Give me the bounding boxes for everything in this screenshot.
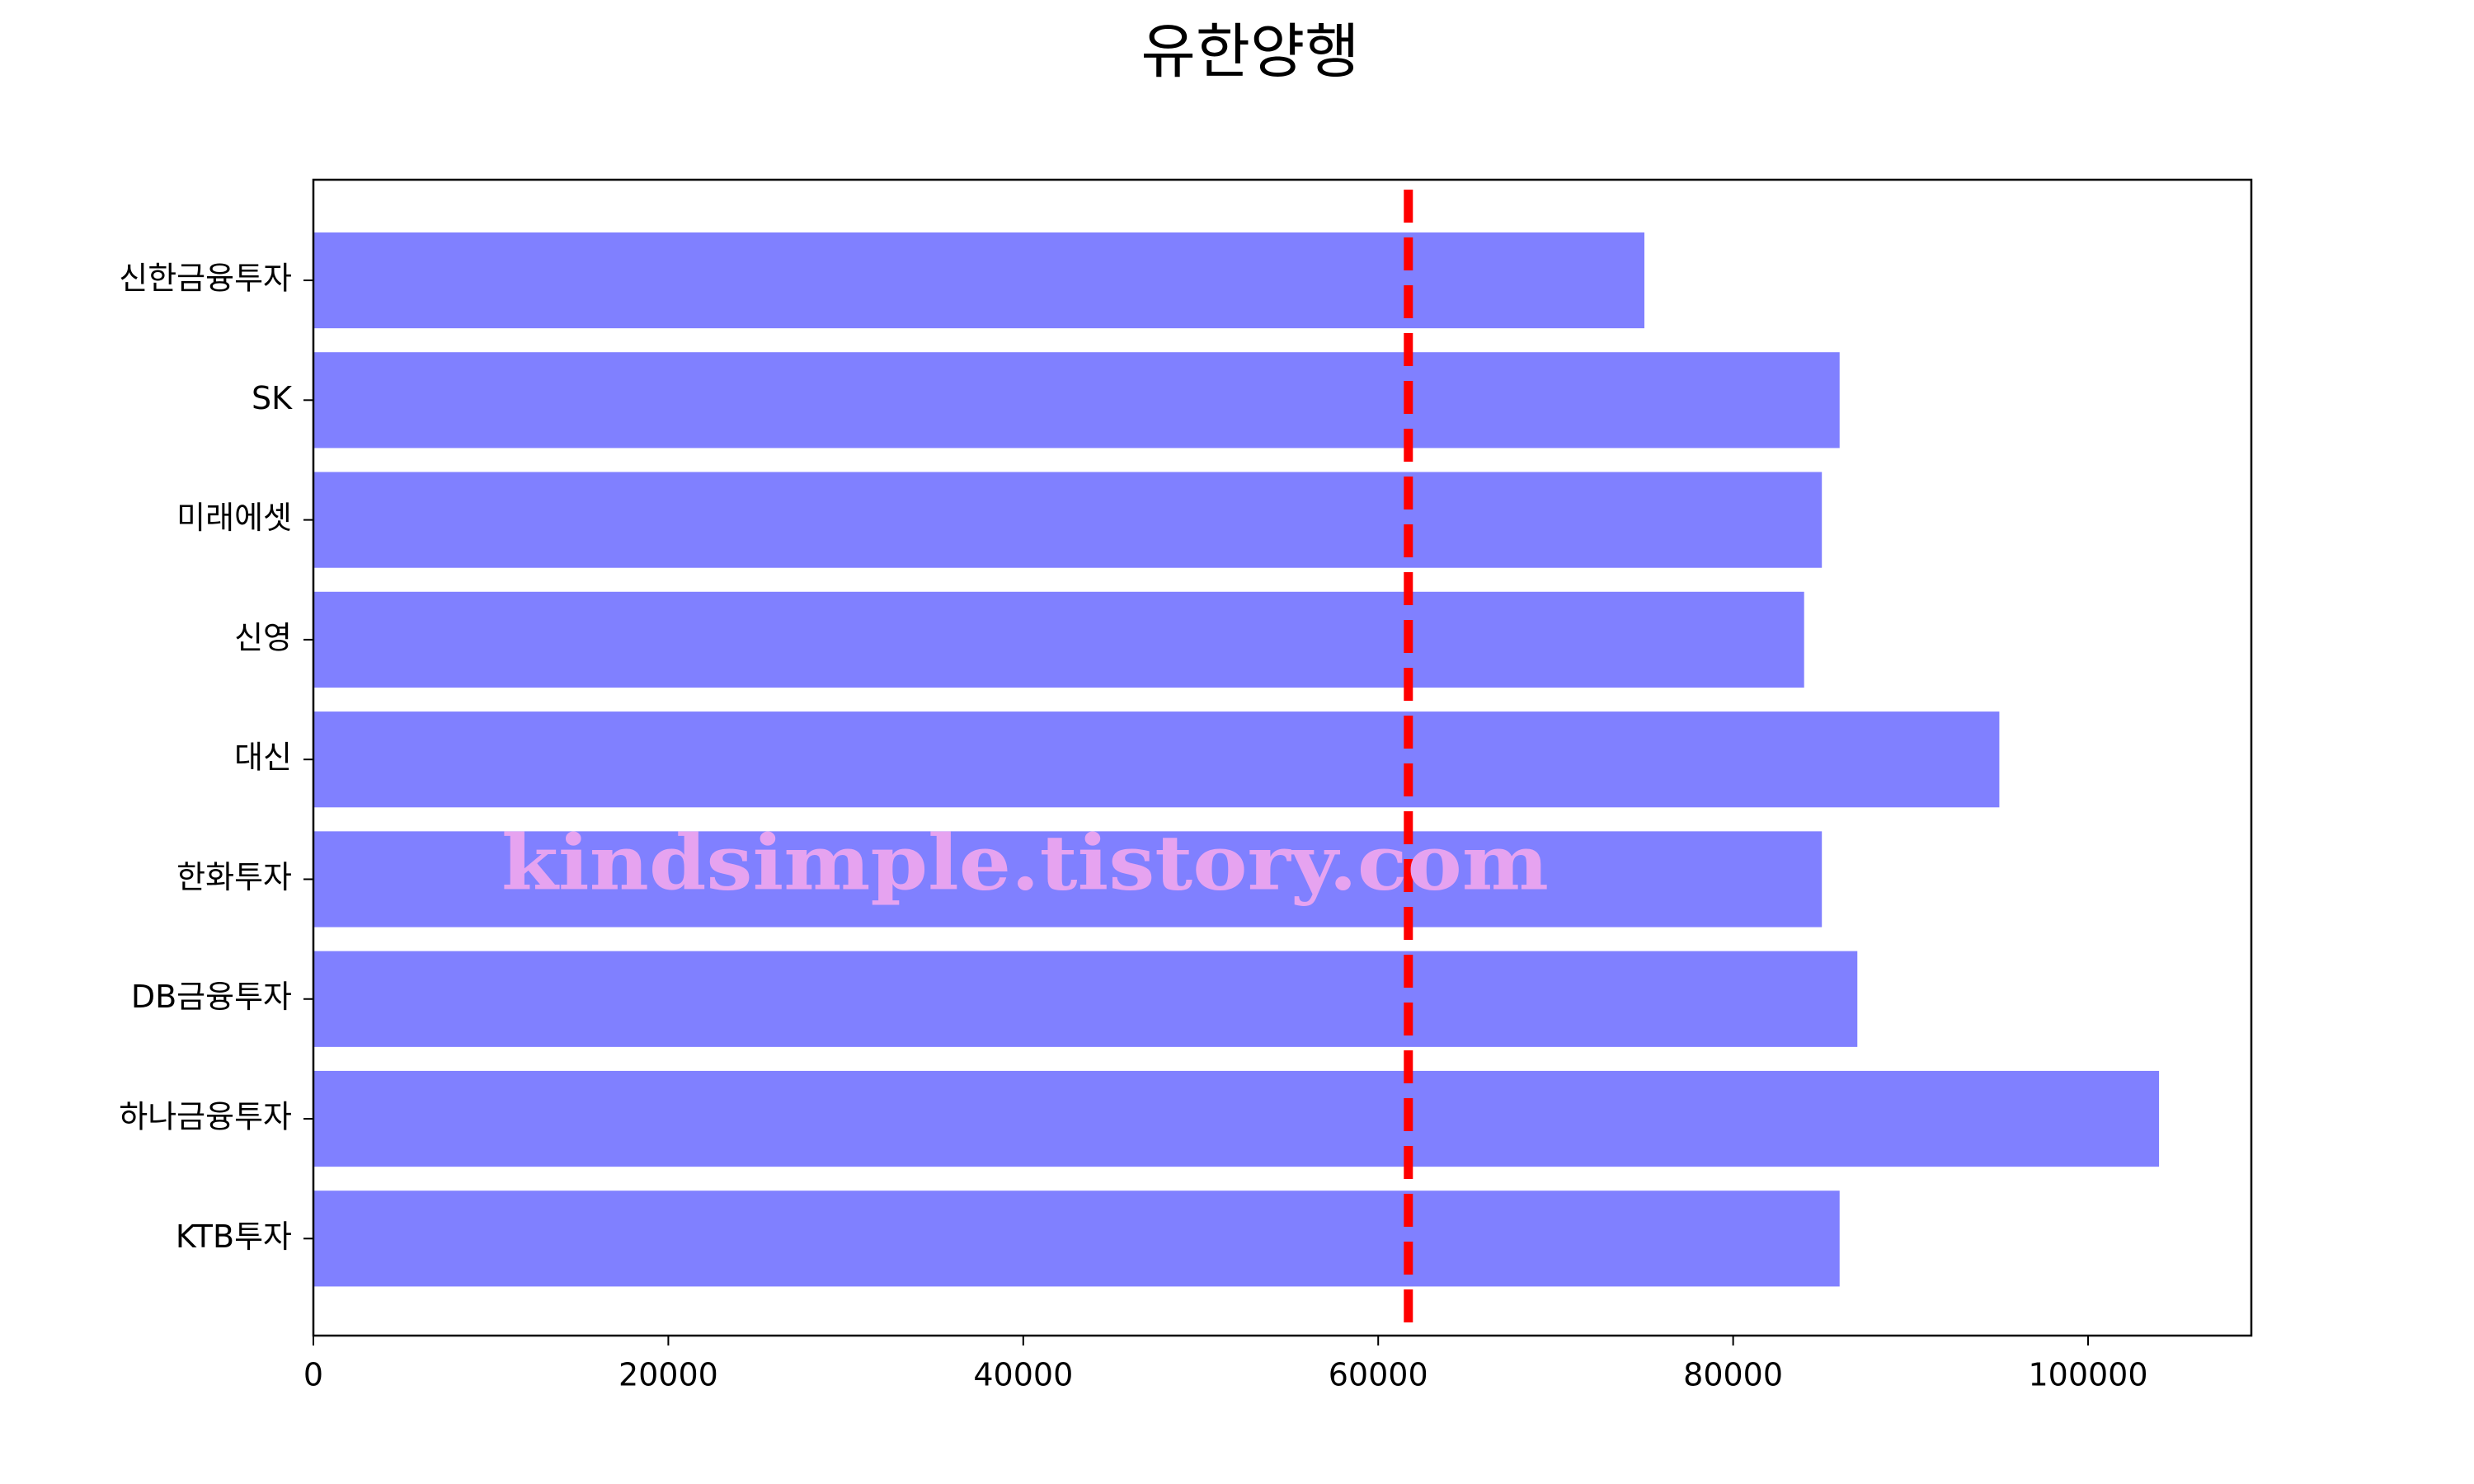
bar [313,711,2000,808]
y-tick-label: 신한금융투자 [119,261,292,297]
watermark: kindsimple.tistory.com [501,819,1549,908]
bar [313,1070,2160,1167]
y-tick-label: SK [252,380,293,416]
x-tick-label: 20000 [618,1357,718,1393]
plot-frame [312,178,2253,1337]
y-tick-label: 하나금융투자 [119,1099,292,1135]
x-tick-label: 100000 [2028,1357,2147,1393]
x-tick-label: 60000 [1329,1357,1428,1393]
x-tick-label: 80000 [1683,1357,1783,1393]
bar [313,1190,1840,1287]
y-tick-label: KTB투자 [176,1219,292,1255]
bar [313,472,1823,568]
y-tick-label: 미래에셋 [176,500,292,536]
y-tick-label: DB금융투자 [131,979,292,1015]
bar [313,352,1840,448]
y-tick-label: 한화투자 [176,859,292,895]
y-tick-label: 대신 [234,740,292,776]
x-tick-label: 40000 [973,1357,1073,1393]
y-tick-label: 신영 [234,619,292,655]
bar [313,232,1645,329]
bar [313,591,1804,688]
x-tick-label: 0 [303,1357,323,1393]
bar [313,831,1823,928]
chart-title: 유한양행 [1141,17,1360,87]
bar [313,951,1858,1047]
